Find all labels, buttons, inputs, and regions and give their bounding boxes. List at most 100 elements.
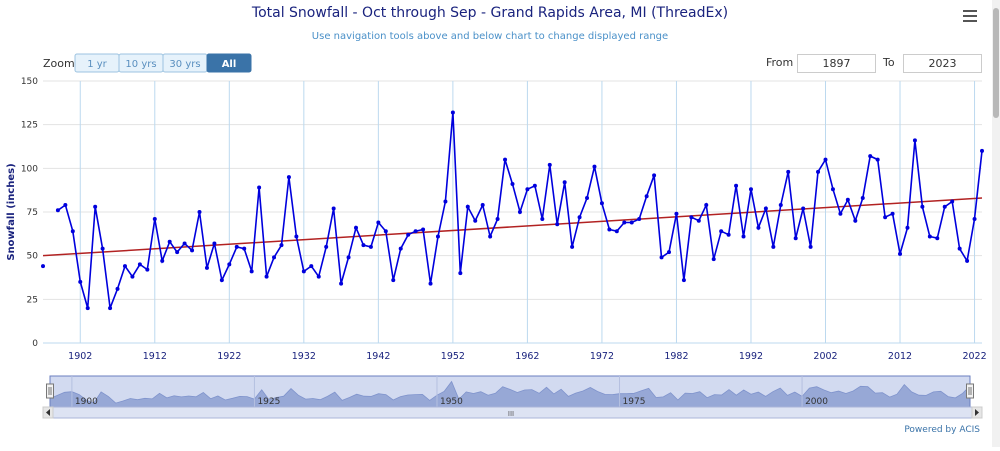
data-point[interactable] xyxy=(219,278,224,283)
data-point[interactable] xyxy=(503,157,508,162)
data-point[interactable] xyxy=(286,175,291,180)
navigator-handle[interactable] xyxy=(966,383,974,399)
data-point[interactable] xyxy=(272,255,277,260)
data-point[interactable] xyxy=(935,236,940,241)
data-point[interactable] xyxy=(704,203,709,208)
data-point[interactable] xyxy=(383,229,388,234)
data-point[interactable] xyxy=(458,271,463,276)
data-point[interactable] xyxy=(160,258,165,263)
data-point[interactable] xyxy=(480,203,485,208)
data-point[interactable] xyxy=(204,265,209,270)
data-point[interactable] xyxy=(145,267,150,272)
data-point[interactable] xyxy=(435,234,440,239)
data-point[interactable] xyxy=(920,204,925,209)
scrollbar-thumb[interactable] xyxy=(993,8,999,118)
data-point[interactable] xyxy=(719,229,724,234)
data-point[interactable] xyxy=(763,206,768,211)
data-point[interactable] xyxy=(406,232,411,237)
data-point[interactable] xyxy=(78,279,83,284)
navigator-scrollbar[interactable]: III xyxy=(42,406,983,419)
data-point[interactable] xyxy=(681,278,686,283)
to-year-input[interactable]: 2023 xyxy=(903,54,982,73)
data-point[interactable] xyxy=(55,208,60,213)
data-point[interactable] xyxy=(376,220,381,225)
data-point[interactable] xyxy=(301,269,306,274)
data-point[interactable] xyxy=(354,225,358,230)
data-point[interactable] xyxy=(965,258,970,263)
data-point[interactable] xyxy=(689,215,694,220)
data-point[interactable] xyxy=(823,157,828,162)
zoom-button-All[interactable]: All xyxy=(206,53,252,73)
data-point[interactable] xyxy=(309,264,314,269)
data-point[interactable] xyxy=(450,110,455,115)
data-point[interactable] xyxy=(801,206,806,211)
data-point[interactable] xyxy=(197,210,202,214)
data-point[interactable] xyxy=(577,215,582,220)
data-point[interactable] xyxy=(875,157,880,162)
data-point[interactable] xyxy=(421,227,426,232)
hamburger-menu-icon[interactable] xyxy=(963,10,977,22)
data-point[interactable] xyxy=(517,210,522,214)
data-point[interactable] xyxy=(905,225,910,230)
page-scrollbar[interactable] xyxy=(992,0,1000,447)
data-point[interactable] xyxy=(85,306,90,311)
data-point[interactable] xyxy=(495,216,500,221)
data-point[interactable] xyxy=(540,216,545,221)
data-point[interactable] xyxy=(152,216,157,221)
data-point[interactable] xyxy=(428,281,433,286)
data-point[interactable] xyxy=(316,274,321,279)
data-point[interactable] xyxy=(227,262,232,267)
data-point[interactable] xyxy=(883,215,888,220)
data-point[interactable] xyxy=(70,229,75,234)
data-point[interactable] xyxy=(942,204,947,209)
data-point[interactable] xyxy=(339,281,344,286)
data-point[interactable] xyxy=(294,234,299,239)
data-point[interactable] xyxy=(361,243,366,248)
data-point[interactable] xyxy=(674,211,679,216)
data-point[interactable] xyxy=(860,196,865,201)
navigator[interactable]: 1900 1925 1950 1975 2000 III xyxy=(42,375,983,419)
credits-link[interactable]: Powered by ACIS xyxy=(904,425,980,435)
data-point[interactable] xyxy=(570,244,575,249)
data-point[interactable] xyxy=(324,244,329,249)
scroll-left-arrow-icon[interactable] xyxy=(42,406,54,419)
data-point[interactable] xyxy=(816,169,821,174)
data-point[interactable] xyxy=(830,187,835,192)
data-point[interactable] xyxy=(242,246,247,251)
data-point[interactable] xyxy=(734,183,739,188)
data-point[interactable] xyxy=(413,229,418,234)
data-point[interactable] xyxy=(808,244,813,249)
data-point[interactable] xyxy=(667,250,671,255)
data-point[interactable] xyxy=(898,251,903,256)
data-point[interactable] xyxy=(786,169,791,174)
data-point[interactable] xyxy=(853,218,858,223)
data-point[interactable] xyxy=(547,162,552,167)
data-point[interactable] xyxy=(637,216,642,221)
data-point[interactable] xyxy=(137,262,142,267)
data-point[interactable] xyxy=(555,222,560,227)
data-point[interactable] xyxy=(652,173,657,178)
data-point[interactable] xyxy=(264,274,269,279)
data-point[interactable] xyxy=(927,234,932,239)
data-point[interactable] xyxy=(175,250,180,255)
zoom-button-1-yr[interactable]: 1 yr xyxy=(74,53,120,73)
data-point[interactable] xyxy=(659,255,664,260)
data-point[interactable] xyxy=(346,255,351,260)
data-point[interactable] xyxy=(473,218,478,223)
data-point[interactable] xyxy=(331,206,336,211)
data-point[interactable] xyxy=(115,286,120,291)
data-point[interactable] xyxy=(532,183,537,188)
data-point[interactable] xyxy=(793,236,798,241)
data-point[interactable] xyxy=(748,187,753,192)
data-point[interactable] xyxy=(890,211,895,216)
data-point[interactable] xyxy=(130,274,135,279)
data-point[interactable] xyxy=(756,225,761,230)
data-point[interactable] xyxy=(190,248,195,253)
data-point[interactable] xyxy=(562,180,567,185)
data-point[interactable] xyxy=(585,196,590,201)
data-point[interactable] xyxy=(778,203,783,208)
zoom-button-30-yrs[interactable]: 30 yrs xyxy=(162,53,208,73)
data-point[interactable] xyxy=(398,246,403,251)
data-point[interactable] xyxy=(845,197,850,202)
data-point[interactable] xyxy=(108,306,113,311)
